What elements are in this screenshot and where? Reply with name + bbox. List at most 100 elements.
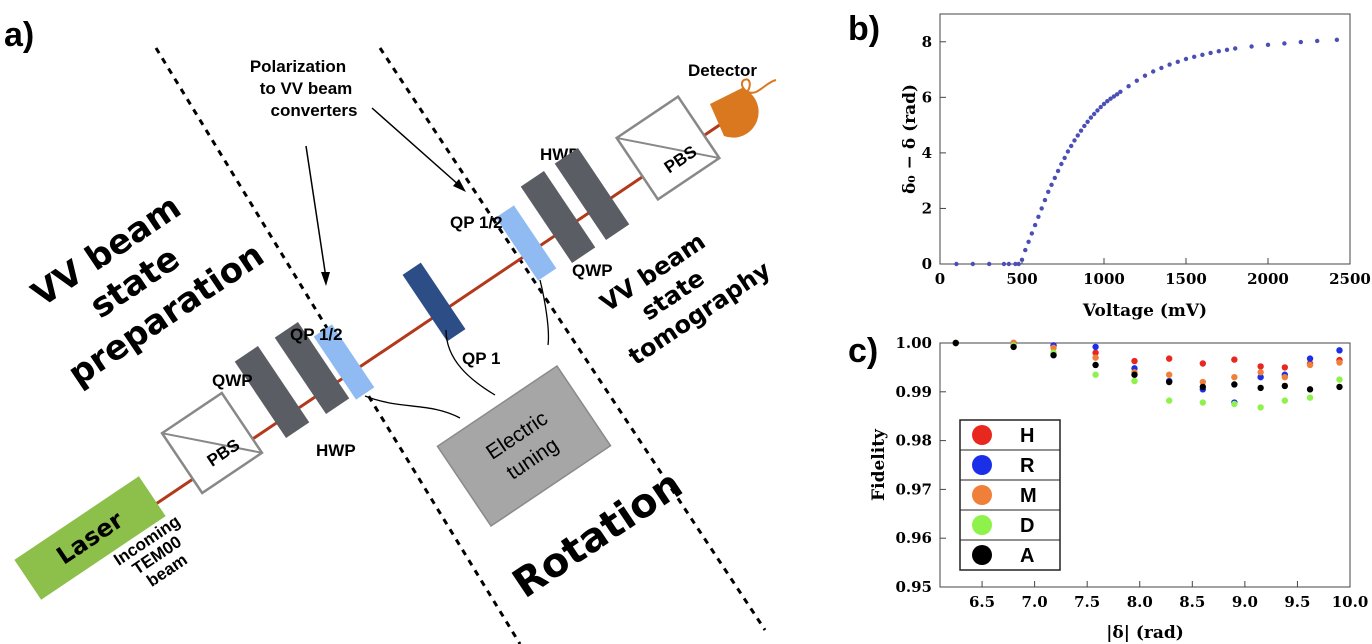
pbs-right-diagonal — [616, 136, 720, 160]
data-point — [1023, 247, 1028, 253]
separator-line-right — [378, 47, 767, 631]
arrowhead-left-converter — [321, 272, 330, 286]
legend-marker-H — [972, 425, 992, 445]
y-tick-label: 0.96 — [895, 529, 932, 547]
data-point-M — [1050, 344, 1057, 352]
x-tick-label: 9.5 — [1284, 593, 1310, 611]
qwp-right — [554, 148, 630, 240]
electric-tuning-rect — [436, 364, 612, 528]
data-point — [1055, 168, 1061, 174]
data-point — [1059, 161, 1064, 167]
electric-tuning-box: Electric tuning — [436, 364, 612, 528]
chart-c-frame — [939, 342, 1351, 588]
pbs-right: PBS — [614, 94, 722, 202]
qwp-left — [234, 346, 310, 438]
qwp-right-label: QWP — [572, 261, 613, 280]
data-point — [1088, 115, 1094, 120]
data-point-A — [1165, 378, 1173, 386]
detector-body — [710, 88, 759, 138]
panel-b-letter: b) — [848, 10, 880, 48]
data-point-M — [1199, 378, 1207, 386]
data-point — [1052, 175, 1058, 181]
data-point-D — [1306, 394, 1314, 401]
legend-marker-R — [972, 455, 992, 475]
hwp-left-label: HWP — [316, 441, 356, 460]
svg-text:converters: converters — [271, 101, 358, 120]
data-point-A — [1231, 381, 1238, 388]
chart-b-xlabel: Voltage (mV) — [1082, 301, 1207, 321]
incoming-beam-label: Incoming TEM00 beam — [110, 511, 190, 590]
data-point — [1098, 104, 1103, 110]
wire-qp1 — [445, 329, 496, 396]
data-point — [1265, 42, 1271, 48]
y-tick-label: 0.95 — [895, 578, 932, 596]
data-point — [1105, 99, 1110, 104]
qp1 — [402, 262, 466, 342]
x-tick-label: 8.0 — [1127, 593, 1153, 611]
arrowhead-right-converter — [453, 179, 466, 192]
data-point-D — [1165, 397, 1173, 404]
data-point — [1001, 261, 1007, 267]
data-point — [1249, 44, 1254, 49]
data-point-D — [1231, 400, 1238, 408]
qp-half-right-plate — [495, 205, 557, 281]
data-point-A — [1010, 343, 1017, 351]
data-point — [1075, 133, 1080, 138]
x-tick-label: 2500 — [1329, 270, 1371, 288]
data-point — [1200, 52, 1205, 58]
x-tick-label: 7.5 — [1074, 593, 1100, 611]
legend-marker-D — [972, 515, 992, 535]
data-point-A — [1050, 352, 1057, 359]
data-point — [1114, 92, 1120, 97]
panel-c-letter: c) — [848, 332, 878, 370]
data-point — [987, 261, 992, 267]
hwp-left — [274, 322, 350, 414]
data-point — [1065, 149, 1071, 154]
x-tick-label: 9.0 — [1232, 593, 1258, 611]
data-point-H — [1257, 363, 1264, 370]
data-point — [1126, 84, 1131, 89]
data-point — [1183, 56, 1189, 62]
chart-c-ylabel: Fidelity — [869, 428, 889, 501]
data-point-D — [1257, 404, 1264, 411]
x-tick-label: 0 — [935, 270, 945, 288]
data-point-A — [1281, 382, 1289, 390]
data-point-D — [1336, 376, 1343, 383]
x-tick-label: 7.0 — [1022, 593, 1048, 611]
legend-label-A: A — [1020, 545, 1034, 567]
data-point-H — [1231, 356, 1238, 363]
svg-text:to VV beam: to VV beam — [260, 79, 353, 98]
legend-label-D: D — [1020, 515, 1034, 537]
data-point — [1049, 182, 1054, 188]
data-point — [1085, 119, 1090, 124]
qp-half-left — [313, 324, 375, 400]
data-point — [1151, 69, 1156, 74]
panel-c: c) 6.5 7.0 7.5 8.0 8.5 9.0 9.5 10.0 0.95 0.96 0.97… — [848, 332, 1368, 643]
data-point-R — [1336, 347, 1343, 354]
data-point — [954, 261, 959, 267]
data-point-A — [1306, 386, 1314, 393]
wire-right-qp — [539, 279, 550, 346]
data-point — [1208, 50, 1213, 56]
y-tick-label: 4 — [922, 144, 932, 162]
panel-b: b) 0 500 1000 1500 2000 2500 0 2 4 6 8 Voltage (mV… — [848, 10, 1371, 321]
data-point — [1159, 65, 1164, 71]
arrow-to-left-converter — [305, 145, 327, 279]
data-point — [1142, 73, 1148, 78]
data-point-A — [952, 339, 959, 347]
data-point — [1062, 155, 1067, 161]
detector-wire — [740, 78, 777, 97]
legend-label-R: R — [1020, 455, 1035, 477]
hwp-left-plate — [274, 322, 350, 414]
y-tick-label: 0.97 — [895, 480, 932, 498]
data-point-H — [1092, 349, 1099, 356]
data-point-H — [1281, 364, 1289, 371]
svg-text:Polarization: Polarization — [250, 57, 346, 76]
x-tick-label: 6.5 — [969, 593, 995, 611]
data-point-R — [1092, 343, 1099, 351]
data-point-M — [1306, 361, 1314, 369]
legend-label-H: H — [1020, 425, 1034, 447]
y-tick-label: 8 — [922, 33, 932, 51]
panel-a: a) Laser Incoming TEM00 beam PBS QWP — [4, 16, 777, 644]
